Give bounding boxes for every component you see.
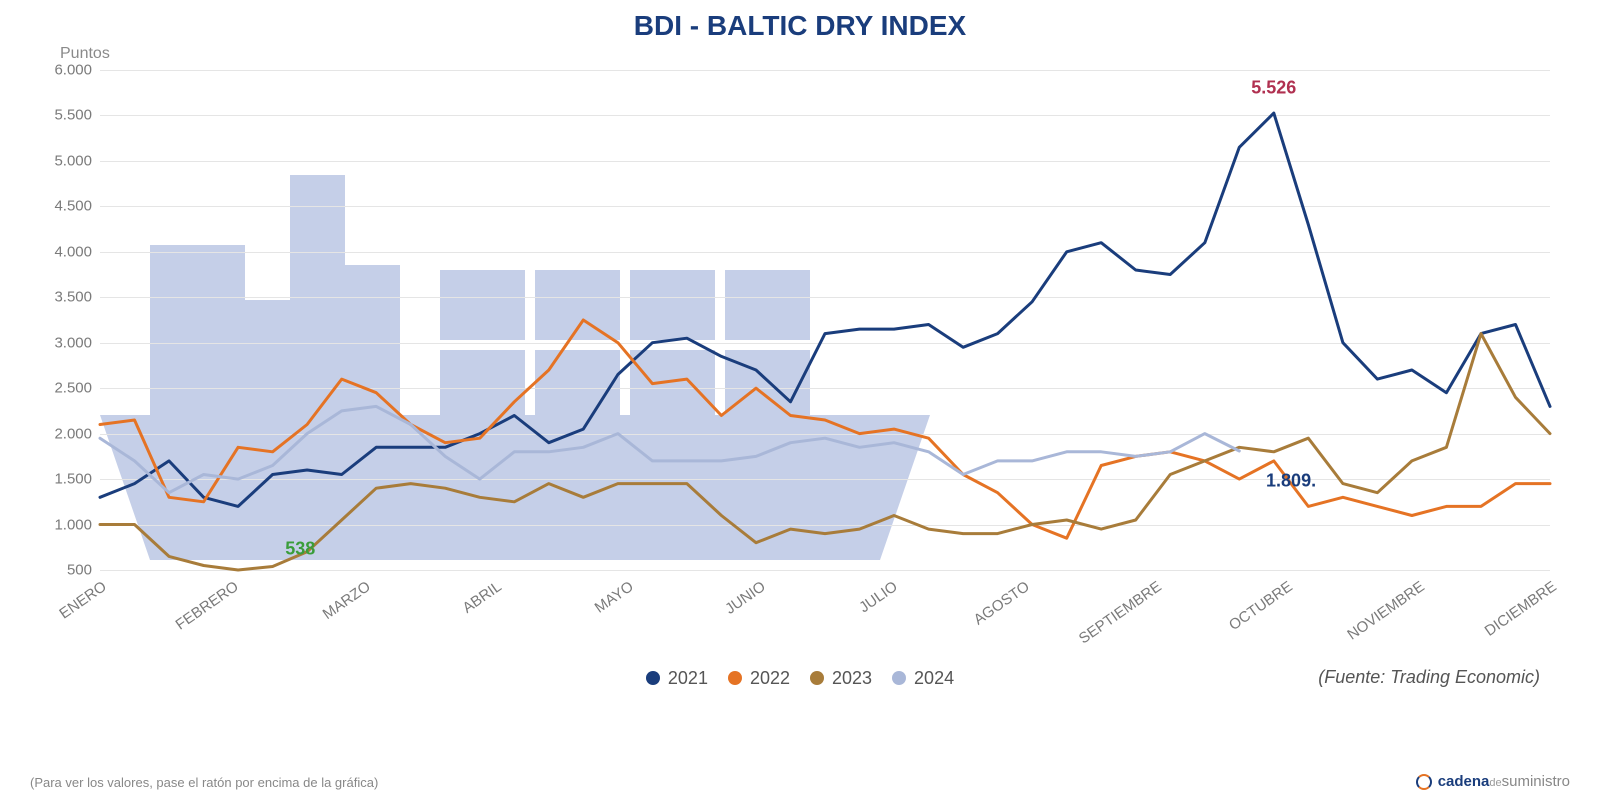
source-text: (Fuente: Trading Economic) bbox=[1318, 667, 1540, 688]
x-tick-label: OCTUBRE bbox=[1226, 578, 1296, 634]
legend-item-2021[interactable]: 2021 bbox=[646, 668, 708, 689]
x-tick-label: ENERO bbox=[56, 578, 109, 623]
plot-area: 5001.0001.5002.0002.5003.0003.5004.0004.… bbox=[100, 70, 1550, 570]
legend-label: 2022 bbox=[750, 668, 790, 689]
x-tick-label: JULIO bbox=[856, 578, 901, 616]
y-tick-label: 3.500 bbox=[54, 289, 92, 306]
chart-title: BDI - BALTIC DRY INDEX bbox=[30, 10, 1570, 42]
series-line-2022 bbox=[100, 320, 1550, 538]
legend-item-2023[interactable]: 2023 bbox=[810, 668, 872, 689]
x-tick-label: AGOSTO bbox=[970, 578, 1032, 629]
x-tick-label: MARZO bbox=[319, 578, 373, 623]
x-tick-label: FEBRERO bbox=[172, 578, 241, 634]
x-tick-label: DICIEMBRE bbox=[1482, 578, 1560, 640]
x-tick-label: ABRIL bbox=[460, 578, 505, 617]
legend-item-2022[interactable]: 2022 bbox=[728, 668, 790, 689]
legend-item-2024[interactable]: 2024 bbox=[892, 668, 954, 689]
chart-annotation: 538 bbox=[285, 538, 315, 559]
chart-annotation: 1.809. bbox=[1266, 471, 1316, 492]
brand-logo: cadenadesuministro bbox=[1416, 773, 1570, 790]
y-tick-label: 1.000 bbox=[54, 516, 92, 533]
chart-annotation: 5.526 bbox=[1251, 78, 1296, 99]
y-tick-label: 4.000 bbox=[54, 243, 92, 260]
y-tick-label: 3.000 bbox=[54, 334, 92, 351]
y-tick-label: 5.500 bbox=[54, 107, 92, 124]
legend-label: 2021 bbox=[668, 668, 708, 689]
x-tick-label: JUNIO bbox=[722, 578, 769, 618]
chart-container: BDI - BALTIC DRY INDEX Puntos bbox=[30, 10, 1570, 730]
series-line-2024 bbox=[100, 406, 1239, 492]
y-tick-label: 6.000 bbox=[54, 62, 92, 79]
chart-lines bbox=[100, 70, 1550, 570]
y-tick-label: 2.000 bbox=[54, 425, 92, 442]
x-tick-label: MAYO bbox=[592, 578, 637, 617]
y-tick-label: 5.000 bbox=[54, 152, 92, 169]
legend-dot-icon bbox=[646, 671, 660, 685]
hover-hint: (Para ver los valores, pase el ratón por… bbox=[30, 775, 378, 790]
y-tick-label: 1.500 bbox=[54, 471, 92, 488]
legend-label: 2024 bbox=[914, 668, 954, 689]
series-line-2021 bbox=[100, 113, 1550, 506]
legend-label: 2023 bbox=[832, 668, 872, 689]
y-tick-label: 4.500 bbox=[54, 198, 92, 215]
x-tick-label: SEPTIEMBRE bbox=[1075, 578, 1164, 647]
legend-dot-icon bbox=[810, 671, 824, 685]
x-tick-label: NOVIEMBRE bbox=[1344, 578, 1427, 644]
brand-text: cadenadesuministro bbox=[1438, 773, 1570, 790]
brand-icon bbox=[1416, 774, 1432, 790]
series-line-2023 bbox=[100, 334, 1550, 570]
y-tick-label: 500 bbox=[67, 562, 92, 579]
y-tick-label: 2.500 bbox=[54, 380, 92, 397]
y-axis-label: Puntos bbox=[60, 45, 110, 63]
legend-dot-icon bbox=[892, 671, 906, 685]
legend-dot-icon bbox=[728, 671, 742, 685]
